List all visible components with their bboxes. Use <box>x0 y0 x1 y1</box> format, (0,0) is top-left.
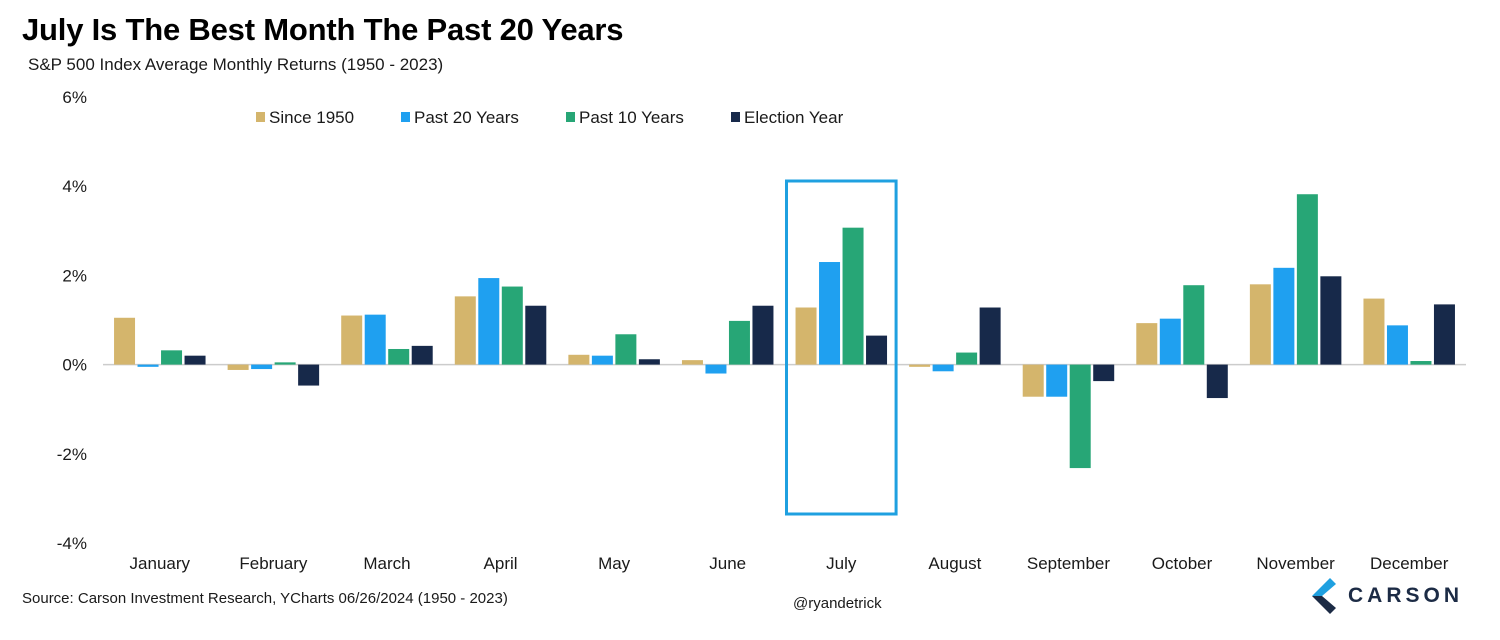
bar <box>1046 364 1068 397</box>
bar <box>341 315 363 365</box>
bar <box>388 348 410 365</box>
x-tick-label: August <box>928 554 981 573</box>
legend-swatch <box>731 112 740 122</box>
bar <box>1159 318 1181 365</box>
bar <box>728 320 750 365</box>
bar <box>298 364 320 386</box>
author-handle: @ryandetrick <box>793 595 882 612</box>
bar <box>866 335 888 365</box>
x-tick-label: December <box>1370 554 1449 573</box>
legend-label: Election Year <box>744 108 844 127</box>
logo-text: CARSON <box>1348 584 1464 607</box>
bar <box>909 364 931 367</box>
bar <box>1069 364 1091 469</box>
y-tick-label: -2% <box>57 445 87 464</box>
bar <box>591 355 613 365</box>
x-tick-label: November <box>1256 554 1335 573</box>
bar <box>979 307 1001 365</box>
legend-swatch <box>401 112 410 122</box>
bar <box>411 345 433 365</box>
x-tick-label: March <box>363 554 410 573</box>
bar <box>795 307 817 365</box>
bar <box>1183 285 1205 365</box>
bar <box>705 364 727 374</box>
y-tick-label: -4% <box>57 534 87 553</box>
bar <box>501 286 523 365</box>
bar <box>161 350 183 365</box>
bar <box>114 317 136 365</box>
bar <box>1206 364 1228 399</box>
bar <box>819 262 841 365</box>
legend-swatch <box>256 112 265 122</box>
bar <box>932 364 954 372</box>
y-tick-label: 2% <box>62 266 87 285</box>
bar <box>364 314 386 365</box>
carson-mark-icon <box>1312 578 1336 614</box>
legend-label: Past 20 Years <box>414 108 519 127</box>
bar <box>478 278 500 365</box>
july-highlight-box <box>785 179 898 516</box>
bar <box>1093 364 1115 382</box>
bar <box>1022 364 1044 397</box>
bar <box>137 364 159 367</box>
x-tick-label: February <box>239 554 308 573</box>
bar <box>1433 304 1455 365</box>
bar <box>842 227 864 365</box>
bar <box>227 364 249 370</box>
x-tick-label: April <box>484 554 518 573</box>
x-tick-label: May <box>598 554 631 573</box>
bar <box>525 305 547 365</box>
bar <box>1273 267 1295 365</box>
bar <box>956 352 978 365</box>
y-tick-label: 4% <box>62 177 87 196</box>
legend-label: Since 1950 <box>269 108 354 127</box>
bar <box>752 305 774 365</box>
bar <box>568 354 590 365</box>
bar <box>1386 325 1408 365</box>
x-tick-label: October <box>1152 554 1213 573</box>
source-note: Source: Carson Investment Research, YCha… <box>22 590 508 607</box>
bar <box>184 355 206 365</box>
bar <box>1410 361 1432 365</box>
bar <box>638 359 660 365</box>
bar <box>1363 298 1385 365</box>
x-tick-label: July <box>826 554 857 573</box>
bar-chart: -4% -2% 0% 2% 4% 6% January February March April M… <box>57 88 1466 573</box>
y-tick-label: 6% <box>62 88 87 107</box>
bar <box>274 362 296 365</box>
legend-label: Past 10 Years <box>579 108 684 127</box>
bar <box>681 360 703 365</box>
bar <box>251 364 273 370</box>
legend-swatch <box>566 112 575 122</box>
x-tick-label: September <box>1027 554 1110 573</box>
bar <box>1136 323 1158 365</box>
bar <box>615 334 637 365</box>
bar <box>1249 284 1271 365</box>
chart-title: July Is The Best Month The Past 20 Years <box>22 12 624 47</box>
y-tick-label: 0% <box>62 356 87 375</box>
chart-subtitle: S&P 500 Index Average Monthly Returns (1… <box>28 55 444 74</box>
x-tick-label: January <box>130 554 191 573</box>
bar <box>454 296 476 365</box>
x-tick-label: June <box>709 554 746 573</box>
bar <box>1320 276 1342 365</box>
carson-logo: CARSON <box>1308 576 1478 616</box>
bar <box>1296 194 1318 365</box>
